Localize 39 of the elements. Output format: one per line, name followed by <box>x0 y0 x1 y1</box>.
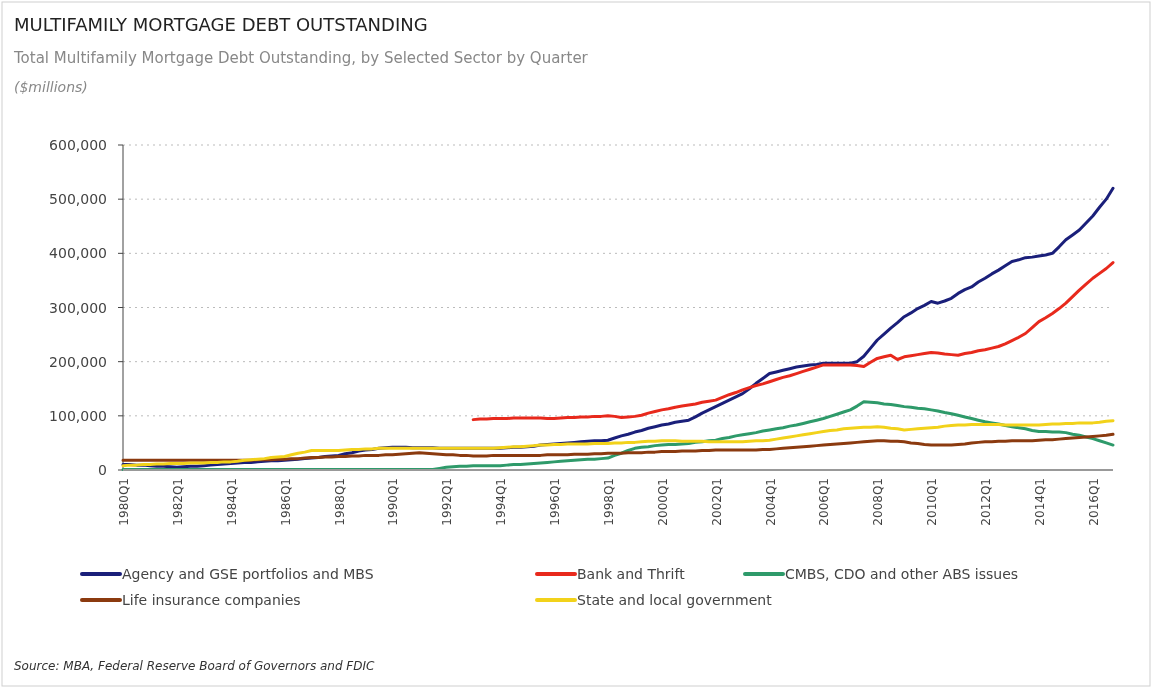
x-tick-label: 1986Q1 <box>278 478 293 526</box>
x-tick-label: 1984Q1 <box>224 478 239 526</box>
x-tick-label: 2010Q1 <box>925 478 940 526</box>
y-tick-label: 100,000 <box>49 407 107 424</box>
y-tick-label: 200,000 <box>49 353 107 370</box>
source-note: Source: MBA, Federal Reserve Board of Governors and FDIC <box>14 659 376 673</box>
y-axis-title: ($millions) <box>14 79 88 95</box>
chart-subtitle: Total Multifamily Mortgage Debt Outstanding, by Selected Sector by Quarter <box>13 49 589 67</box>
x-tick-label: 1998Q1 <box>601 478 616 526</box>
x-tick-label: 1990Q1 <box>386 478 401 526</box>
line-series <box>471 261 1115 422</box>
x-tick-label: 1994Q1 <box>494 478 509 526</box>
legend-label: Bank and Thrift <box>577 566 686 582</box>
x-tick-label: 2012Q1 <box>979 478 994 526</box>
x-tick-label: 1992Q1 <box>440 478 455 526</box>
line-series <box>121 400 1115 471</box>
line-series <box>121 432 1115 462</box>
x-tick-label: 2014Q1 <box>1032 478 1047 526</box>
legend-label: Life insurance companies <box>122 592 301 608</box>
y-tick-label: 500,000 <box>49 191 107 208</box>
legend-label: Agency and GSE portfolios and MBS <box>122 566 374 582</box>
x-tick-label: 2002Q1 <box>709 478 724 526</box>
line-series <box>121 419 1115 468</box>
x-tick-label: 2004Q1 <box>763 478 778 526</box>
x-tick-label: 2006Q1 <box>817 478 832 526</box>
x-tick-label: 2000Q1 <box>655 478 670 526</box>
x-tick-label: 1996Q1 <box>548 478 563 526</box>
x-tick-label: 2008Q1 <box>871 478 886 526</box>
legend-label: CMBS, CDO and other ABS issues <box>785 566 1019 582</box>
y-tick-label: 0 <box>98 462 107 478</box>
x-tick-label: 2016Q1 <box>1086 478 1101 526</box>
x-tick-label: 1988Q1 <box>332 478 347 526</box>
x-tick-label: 1980Q1 <box>117 478 131 526</box>
y-tick-label: 300,000 <box>49 299 107 316</box>
legend-label: State and local government <box>577 592 773 608</box>
chart-title: MULTIFAMILY MORTGAGE DEBT OUTSTANDING <box>14 14 428 35</box>
y-tick-label: 400,000 <box>49 245 107 262</box>
x-tick-label: 1982Q1 <box>170 478 185 526</box>
y-tick-label: 600,000 <box>49 137 107 153</box>
